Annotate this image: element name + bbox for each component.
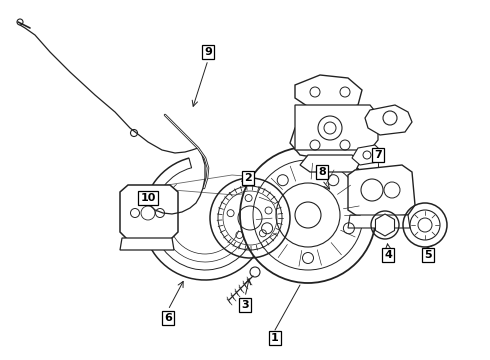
Polygon shape (365, 105, 412, 135)
Circle shape (253, 160, 363, 270)
Text: 6: 6 (164, 313, 172, 323)
Polygon shape (120, 238, 174, 250)
Polygon shape (295, 105, 378, 150)
Polygon shape (375, 214, 394, 236)
Text: 2: 2 (244, 173, 252, 183)
Circle shape (295, 202, 321, 228)
Polygon shape (348, 165, 415, 218)
Circle shape (240, 147, 376, 283)
Text: 8: 8 (318, 167, 326, 177)
Polygon shape (290, 122, 365, 160)
Text: 3: 3 (241, 300, 249, 310)
Polygon shape (352, 145, 382, 165)
Circle shape (276, 183, 340, 247)
Polygon shape (120, 185, 178, 240)
Text: 7: 7 (374, 150, 382, 160)
Text: 10: 10 (140, 193, 156, 203)
Polygon shape (300, 155, 360, 172)
Text: 9: 9 (204, 47, 212, 57)
Polygon shape (348, 215, 410, 228)
Text: 4: 4 (384, 250, 392, 260)
Text: 1: 1 (271, 333, 279, 343)
Text: 5: 5 (424, 250, 432, 260)
Polygon shape (295, 75, 362, 112)
